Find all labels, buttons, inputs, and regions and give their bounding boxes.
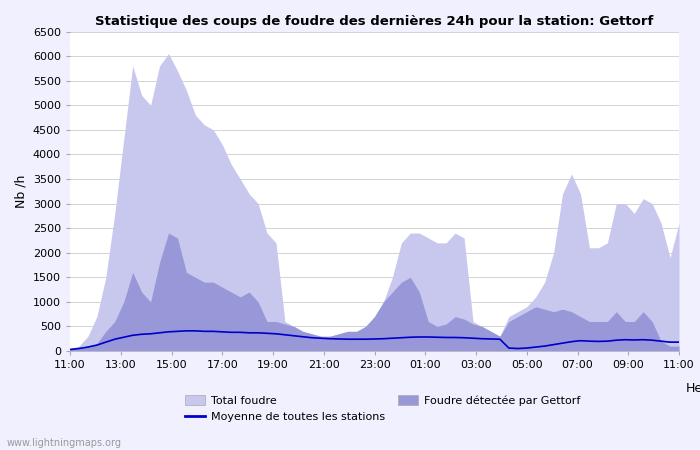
Text: www.lightningmaps.org: www.lightningmaps.org — [7, 438, 122, 448]
Text: Heure: Heure — [686, 382, 700, 395]
Y-axis label: Nb /h: Nb /h — [14, 175, 27, 208]
Title: Statistique des coups de foudre des dernières 24h pour la station: Gettorf: Statistique des coups de foudre des dern… — [95, 14, 654, 27]
Legend: Total foudre, Moyenne de toutes les stations, Foudre détectée par Gettorf: Total foudre, Moyenne de toutes les stat… — [186, 395, 580, 422]
